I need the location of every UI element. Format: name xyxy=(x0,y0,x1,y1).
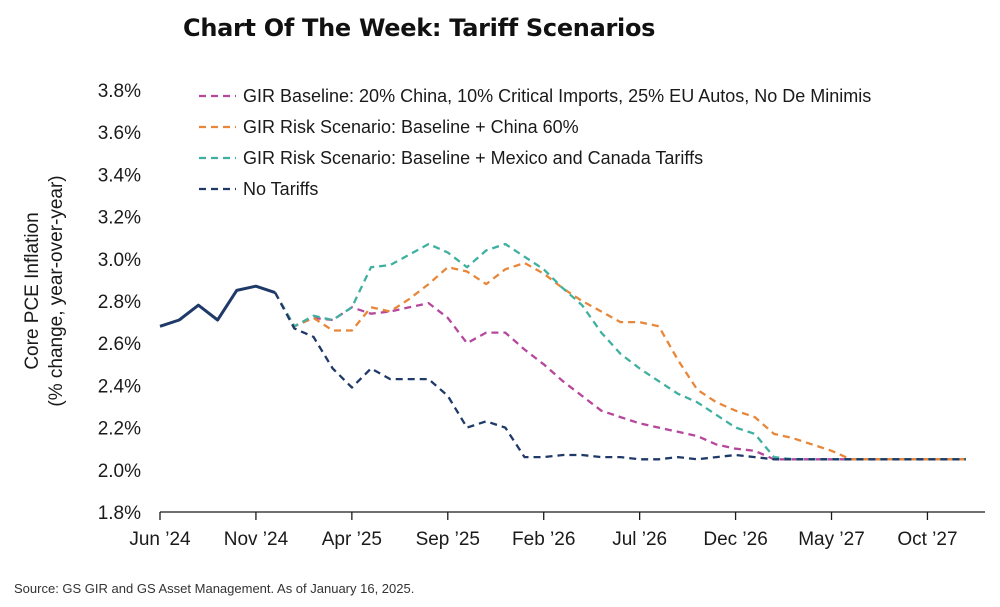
series-line xyxy=(274,292,966,461)
y-tick-label: 2.8% xyxy=(98,292,141,313)
y-tick-label: 3.2% xyxy=(98,208,141,229)
y-tick-label: 3.0% xyxy=(98,250,141,271)
x-tick-label: Sep ’25 xyxy=(416,529,480,550)
y-tick-label: 2.2% xyxy=(98,419,141,440)
page-title: Chart Of The Week: Tariff Scenarios xyxy=(183,14,656,42)
y-tick-label: 3.8% xyxy=(98,81,141,102)
legend-label: GIR Baseline: 20% China, 10% Critical Im… xyxy=(243,86,871,106)
y-tick-label: 2.0% xyxy=(98,461,141,482)
legend-label: No Tariffs xyxy=(243,179,318,199)
legend-label: GIR Risk Scenario: Baseline + Mexico and… xyxy=(243,148,703,168)
x-tick-label: Jun ’24 xyxy=(129,529,191,550)
x-tick-label: Oct ’27 xyxy=(897,529,957,550)
chart-area: Core PCE Inflation (% change, year-over-y… xyxy=(22,81,985,550)
series-line xyxy=(274,242,966,461)
legend-label: GIR Risk Scenario: Baseline + China 60% xyxy=(243,117,579,137)
y-axis-label-line: (% change, year-over-year) xyxy=(46,175,67,406)
y-axis-label: Core PCE Inflation (% change, year-over-y… xyxy=(22,175,67,406)
y-tick-label: 1.8% xyxy=(98,503,141,524)
x-tick-label: Nov ’24 xyxy=(224,529,289,550)
x-tick-label: May ’27 xyxy=(798,529,865,550)
y-axis-label-line: Core PCE Inflation xyxy=(22,212,43,369)
x-tick-label: Feb ’26 xyxy=(512,529,575,550)
x-tick-label: Apr ’25 xyxy=(322,529,382,550)
chart-lines xyxy=(159,242,966,461)
y-tick-label: 2.4% xyxy=(98,376,141,397)
x-tick-label: Dec ’26 xyxy=(703,529,767,550)
history-line xyxy=(159,284,276,328)
series-line xyxy=(274,261,966,461)
y-tick-label: 2.6% xyxy=(98,334,141,355)
x-axis: Jun ’24 Nov ’24 Apr ’25 Sep ’25 Feb ’26 Jul ’… xyxy=(129,511,985,550)
y-tick-label: 3.6% xyxy=(98,123,141,144)
series-line xyxy=(274,292,966,461)
x-tick-label: Jul ’26 xyxy=(612,529,667,550)
y-axis-ticks: 1.8% 2.0% 2.2% 2.4% 2.6% 2.8% 3.0% 3.2% 3.4% 3.6%… xyxy=(98,81,141,524)
y-tick-label: 3.4% xyxy=(98,165,141,186)
source-note: Source: GS GIR and GS Asset Management. … xyxy=(14,581,415,596)
chart-legend: GIR Baseline: 20% China, 10% Critical Im… xyxy=(199,86,871,199)
